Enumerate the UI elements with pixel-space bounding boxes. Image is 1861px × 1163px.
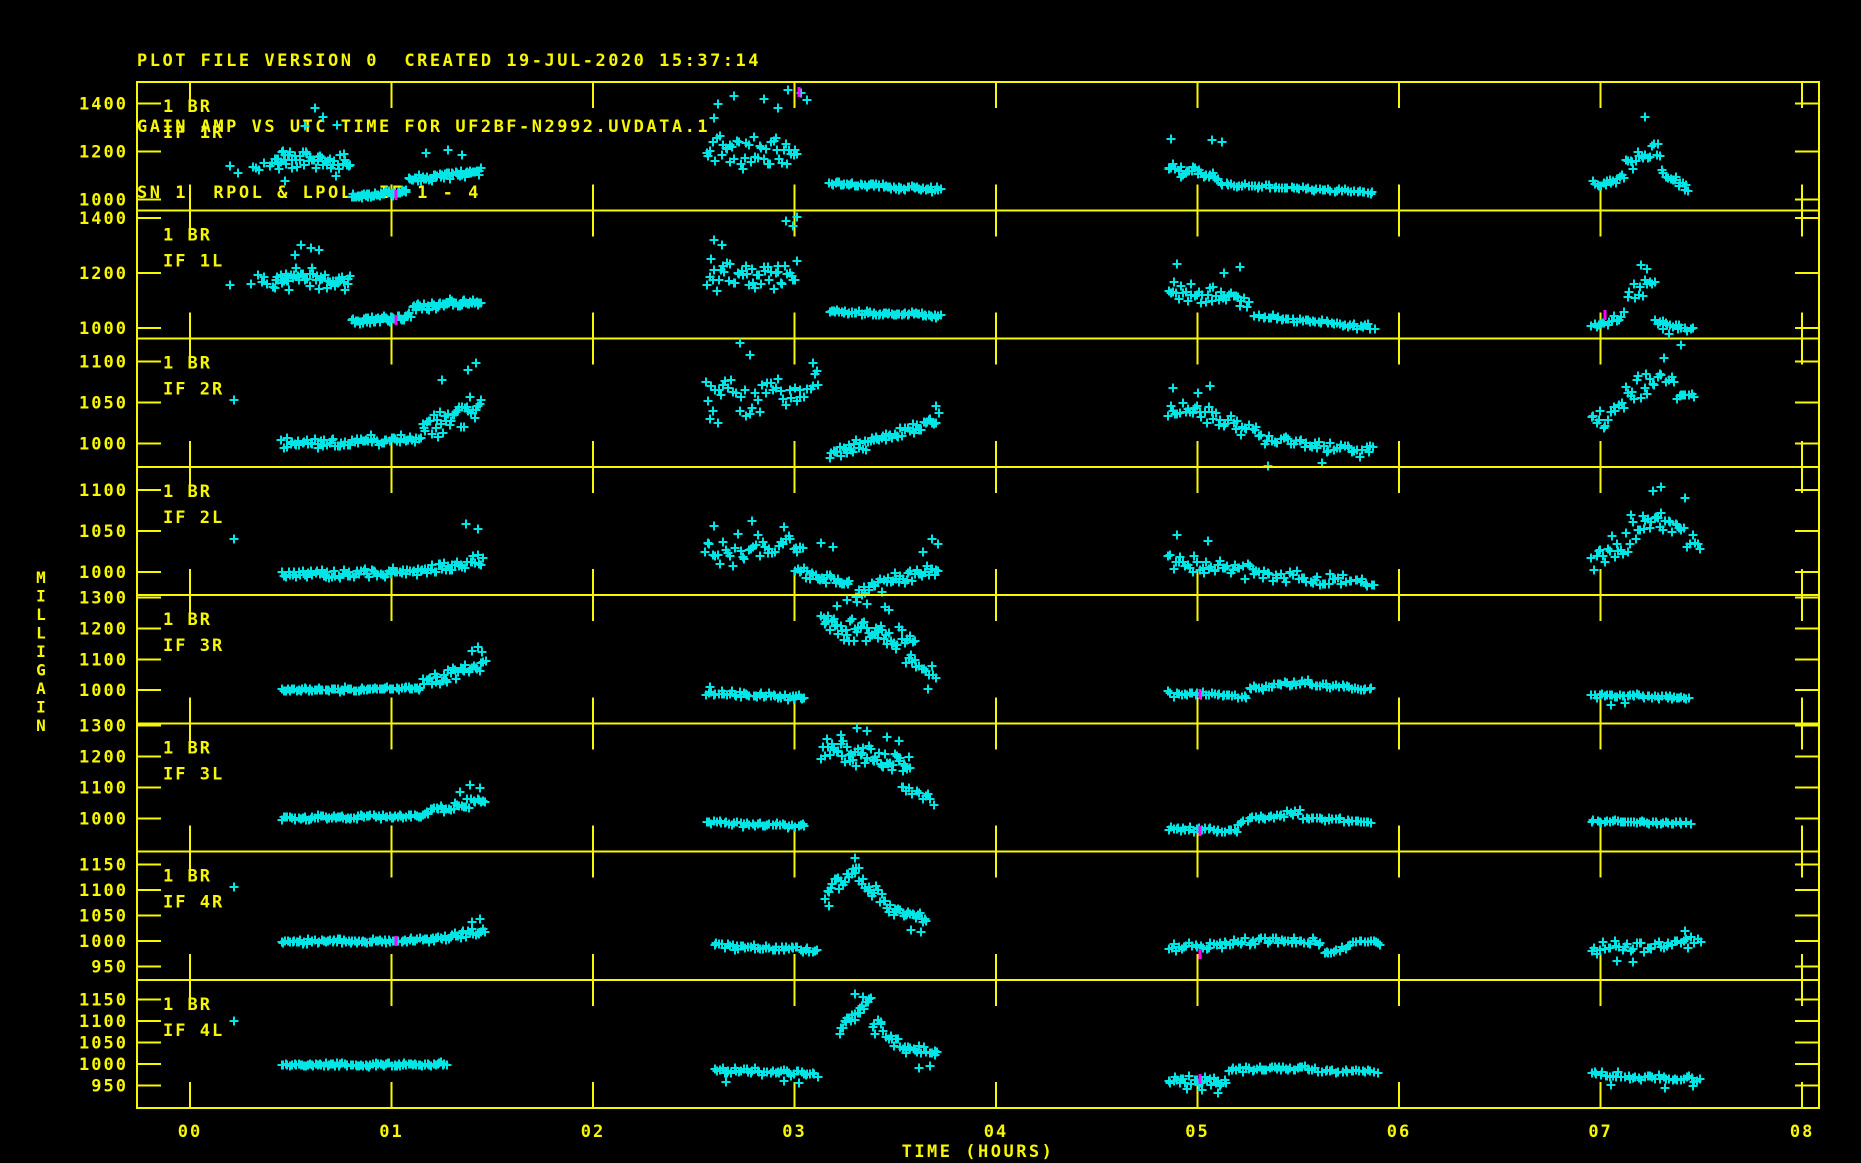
panel-label-if: IF 4R — [163, 893, 224, 913]
y-tick-label: 1100 — [79, 1012, 128, 1032]
scatter-points — [225, 85, 1693, 203]
x-tick-label: 07 — [1588, 1122, 1612, 1142]
y-axis-title-letter: G — [36, 661, 46, 680]
x-tick-label: 00 — [178, 1122, 202, 1142]
y-tick-label: 1050 — [79, 394, 128, 414]
plot-frame: 00 01 02 03 04 05 06 07 08 — [136, 81, 1820, 1142]
panel-label-antenna: 1 BR — [163, 610, 212, 630]
y-tick-label: 1100 — [79, 650, 128, 670]
panel-if-3l: 1300 1200 1100 1000 1 BR IF 3L — [79, 717, 1819, 852]
panel-label-antenna: 1 BR — [163, 225, 212, 245]
y-tick-label: 1200 — [79, 619, 128, 639]
y-tick-label: 1200 — [79, 748, 128, 768]
y-axis-title-letter: M — [36, 568, 46, 587]
scatter-points — [229, 989, 1705, 1098]
panel-label-antenna: 1 BR — [163, 995, 212, 1015]
y-tick-label: 1000 — [79, 932, 128, 952]
y-axis-title-letter: L — [36, 624, 46, 643]
scatter-points — [277, 723, 1696, 837]
x-axis-title: TIME (HOURS) — [901, 1142, 1055, 1162]
panel-label-if: IF 4L — [163, 1021, 224, 1041]
y-tick-label: 1200 — [79, 143, 128, 163]
y-tick-label: 950 — [91, 1077, 128, 1097]
x-tick-label: 03 — [782, 1122, 806, 1142]
y-tick-label: 1150 — [79, 856, 128, 876]
y-tick-label: 1050 — [79, 1034, 128, 1054]
y-axis-title-letter: N — [36, 716, 46, 735]
x-tick-label: 01 — [379, 1122, 403, 1142]
y-tick-label: 1100 — [79, 481, 128, 501]
panel-label-if: IF 3L — [163, 764, 224, 784]
y-tick-label: 1300 — [79, 717, 128, 737]
plot-header: PLOT FILE VERSION 0 CREATED 19-JUL-2020 … — [137, 6, 761, 248]
y-tick-label: 1100 — [79, 779, 128, 799]
y-axis-title-letter: I — [36, 642, 46, 661]
panel-label-if: IF 2L — [163, 508, 224, 528]
panel-label-if: IF 2R — [163, 380, 224, 400]
y-tick-label: 1000 — [79, 435, 128, 455]
y-tick-label: 1400 — [79, 95, 128, 115]
panel-label-antenna: 1 BR — [163, 97, 212, 117]
panel-label-antenna: 1 BR — [163, 738, 212, 758]
y-tick-label: 1050 — [79, 522, 128, 542]
y-tick-label: 1150 — [79, 991, 128, 1011]
panel-label-if: IF 1L — [163, 251, 224, 271]
y-tick-label: 1200 — [79, 264, 128, 284]
panel-if-1r: 1400 1200 1000 1 BR IF 1R — [79, 82, 1819, 210]
y-tick-label: 1300 — [79, 588, 128, 608]
y-tick-label: 1000 — [79, 1055, 128, 1075]
panel-label-antenna: 1 BR — [163, 354, 212, 374]
y-tick-label: 1000 — [79, 809, 128, 829]
y-tick-label: 1050 — [79, 907, 128, 927]
overlap-mark — [394, 87, 801, 200]
x-tick-label: 02 — [581, 1122, 605, 1142]
x-tick-label: 08 — [1790, 1122, 1814, 1142]
x-tick-label: 04 — [984, 1122, 1008, 1142]
overlap-mark — [394, 310, 1607, 325]
scatter-points — [225, 212, 1698, 336]
panel-if-4r: 1150 1100 1050 1000 950 1 BR IF 4R — [79, 850, 1819, 980]
panel-label-antenna: 1 BR — [163, 867, 212, 887]
y-tick-label: 1000 — [79, 563, 128, 583]
y-tick-label: 1000 — [79, 319, 128, 339]
y-tick-label: 1100 — [79, 881, 128, 901]
panel-label-antenna: 1 BR — [163, 482, 212, 502]
y-axis-title-letter: I — [36, 698, 46, 717]
y-tick-label: 1000 — [79, 190, 128, 210]
scatter-points — [277, 595, 1694, 710]
header-line-title: GAIN AMP VS UTC TIME FOR UF2BF-N2992.UVD… — [137, 117, 711, 137]
panel-if-2l: 1100 1050 1000 1 BR IF 2L — [79, 465, 1819, 612]
panel-label-if: IF 1R — [163, 123, 224, 143]
panel-label-if: IF 3R — [163, 636, 224, 656]
scatter-points — [229, 315, 1699, 471]
header-line-version: PLOT FILE VERSION 0 CREATED 19-JUL-2020 … — [137, 51, 762, 71]
panel-if-3r: 1300 1200 1100 1000 1 BR IF 3R — [79, 588, 1819, 724]
y-tick-label: 1400 — [79, 209, 128, 229]
overlap-mark — [394, 936, 1202, 959]
scatter-points — [229, 482, 1705, 612]
y-axis-title-letter: I — [36, 587, 46, 606]
y-axis-title-letter: A — [36, 679, 46, 698]
y-axis-title-letter: L — [36, 605, 46, 624]
y-tick-label: 1000 — [79, 681, 128, 701]
panel-if-2r: 1100 1050 1000 1 BR IF 2R — [79, 315, 1819, 471]
x-tick-label: 05 — [1185, 1122, 1209, 1142]
x-tick-label: 06 — [1387, 1122, 1411, 1142]
scatter-points — [229, 853, 1706, 967]
panel-if-1l: 1400 1200 1000 1 BR IF 1L — [79, 209, 1819, 339]
y-tick-label: 1100 — [79, 353, 128, 373]
y-tick-label: 950 — [91, 958, 128, 978]
